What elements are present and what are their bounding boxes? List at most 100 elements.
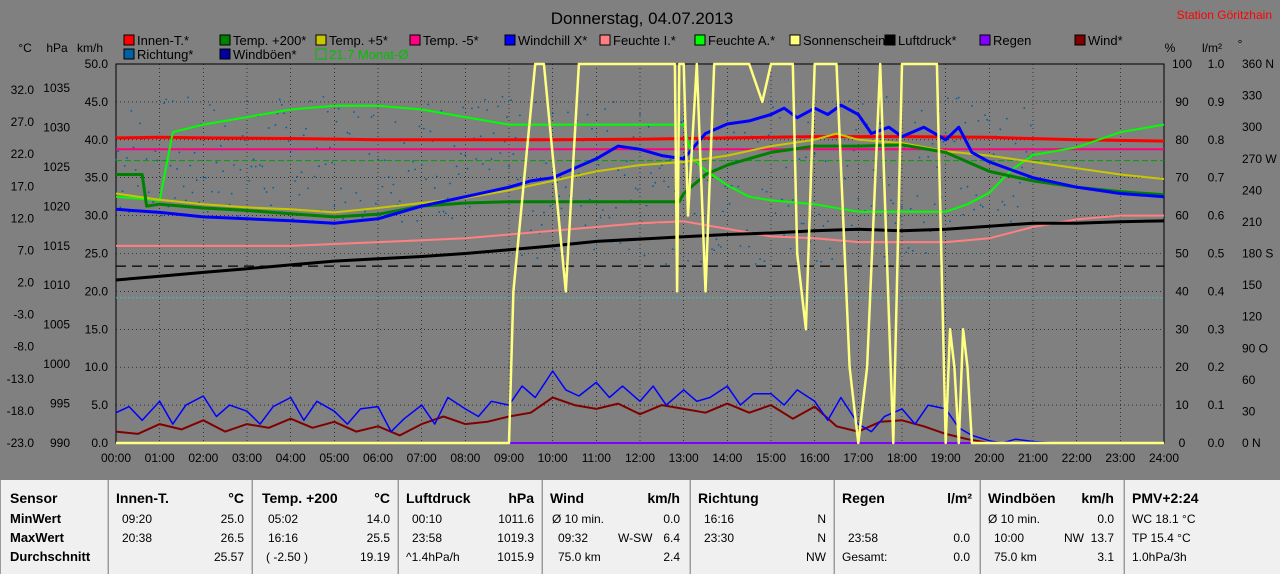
direction-point bbox=[283, 112, 286, 115]
boeen-distance: 75.0 km bbox=[994, 550, 1037, 564]
direction-point bbox=[412, 160, 414, 163]
direction-point bbox=[885, 96, 888, 98]
col-regen bbox=[834, 480, 979, 574]
series-line-wind- bbox=[115, 396, 990, 444]
direction-point bbox=[446, 197, 449, 200]
tick-direction: 360 N bbox=[1242, 57, 1274, 71]
direction-point bbox=[650, 172, 652, 174]
unit-percent: % bbox=[1165, 41, 1176, 55]
direction-point bbox=[499, 152, 502, 154]
legend-swatch bbox=[884, 34, 896, 46]
direction-point bbox=[652, 185, 654, 187]
direction-point bbox=[645, 204, 648, 207]
direction-point bbox=[586, 113, 589, 116]
direction-point bbox=[787, 205, 790, 207]
luftdruck-min-time: 00:10 bbox=[412, 512, 443, 526]
direction-point bbox=[289, 150, 292, 153]
direction-point bbox=[145, 158, 148, 160]
col-richtung bbox=[690, 480, 833, 574]
series-line-luftdruck- bbox=[115, 219, 1165, 282]
direction-point bbox=[259, 164, 261, 166]
col-innen bbox=[108, 480, 251, 574]
direction-point bbox=[848, 100, 851, 102]
direction-point bbox=[905, 251, 908, 254]
direction-point bbox=[857, 197, 860, 200]
tick-time: 22:00 bbox=[1062, 451, 1092, 465]
wind-distance: 75.0 km bbox=[558, 550, 601, 564]
direction-point bbox=[601, 209, 604, 211]
direction-point bbox=[176, 168, 179, 170]
direction-point bbox=[174, 197, 176, 199]
direction-point bbox=[278, 98, 281, 101]
direction-point bbox=[888, 184, 890, 186]
wind-max-time: 09:32 bbox=[558, 531, 589, 545]
direction-point bbox=[944, 131, 947, 134]
col-temp200-unit: °C bbox=[374, 490, 390, 506]
legend-label: Windböen* bbox=[233, 47, 297, 62]
direction-point bbox=[241, 134, 244, 137]
direction-point bbox=[791, 199, 794, 201]
direction-point bbox=[313, 175, 316, 178]
legend-item: Sonnenschein* bbox=[789, 33, 890, 48]
col-temp200 bbox=[252, 480, 397, 574]
direction-point bbox=[346, 131, 349, 134]
direction-point bbox=[353, 111, 355, 113]
direction-point bbox=[337, 107, 340, 110]
direction-point bbox=[931, 142, 934, 145]
tick-percent: 80 bbox=[1175, 133, 1189, 147]
direction-point bbox=[647, 125, 650, 128]
direction-point bbox=[999, 128, 1002, 131]
station-name: Station Göritzhain bbox=[1177, 8, 1272, 22]
direction-point bbox=[516, 178, 519, 181]
tick-rain: 0.5 bbox=[1208, 247, 1225, 261]
tick-time: 23:00 bbox=[1105, 451, 1135, 465]
direction-point bbox=[272, 186, 275, 189]
direction-point bbox=[815, 260, 818, 262]
direction-point bbox=[676, 101, 679, 104]
direction-point bbox=[730, 184, 733, 187]
direction-point bbox=[957, 96, 960, 99]
col-regen-unit: l/m² bbox=[947, 490, 972, 506]
legend-label: Temp. +200* bbox=[233, 33, 306, 48]
direction-point bbox=[997, 208, 999, 211]
legend-label: Innen-T.* bbox=[137, 33, 189, 48]
legend-swatch bbox=[504, 34, 516, 46]
direction-point bbox=[818, 213, 820, 216]
legend-swatch bbox=[409, 34, 421, 46]
direction-point bbox=[824, 160, 827, 163]
col-richtung-title: Richtung bbox=[698, 490, 759, 506]
direction-point bbox=[449, 182, 451, 185]
series-line-temp-200- bbox=[116, 143, 1165, 219]
direction-point bbox=[665, 263, 668, 265]
tick-time: 16:00 bbox=[800, 451, 830, 465]
direction-point bbox=[457, 173, 460, 176]
tick-direction: 0 N bbox=[1242, 436, 1261, 450]
direction-point bbox=[1003, 204, 1006, 206]
tick-rain: 0.7 bbox=[1208, 171, 1225, 185]
direction-point bbox=[305, 127, 307, 130]
direction-point bbox=[813, 152, 816, 155]
tick-hpa: 1005 bbox=[43, 318, 70, 332]
boeen-max-dir: NW bbox=[1064, 531, 1084, 545]
direction-point bbox=[451, 217, 454, 220]
tick-percent: 90 bbox=[1175, 95, 1189, 109]
legend-item: Regen bbox=[979, 33, 1031, 48]
direction-point bbox=[250, 165, 253, 168]
legend-swatch bbox=[219, 34, 231, 46]
legend-item: Windböen* bbox=[219, 47, 297, 62]
direction-point bbox=[364, 210, 366, 213]
series-line-windb-en- bbox=[115, 370, 1077, 444]
tick-time: 06:00 bbox=[363, 451, 393, 465]
direction-point bbox=[359, 199, 362, 202]
direction-point bbox=[274, 124, 277, 126]
tick-celsius: -23.0 bbox=[7, 436, 35, 450]
direction-point bbox=[584, 224, 587, 227]
direction-point bbox=[612, 101, 615, 103]
tick-kmh: 0.0 bbox=[91, 436, 108, 450]
tick-rain: 0.2 bbox=[1208, 360, 1225, 374]
direction-point bbox=[422, 127, 425, 130]
tick-direction: 240 bbox=[1242, 183, 1262, 197]
direction-point bbox=[861, 103, 864, 105]
richtung-avg-val: NW bbox=[806, 550, 826, 564]
unit-rain: l/m² bbox=[1202, 41, 1222, 55]
